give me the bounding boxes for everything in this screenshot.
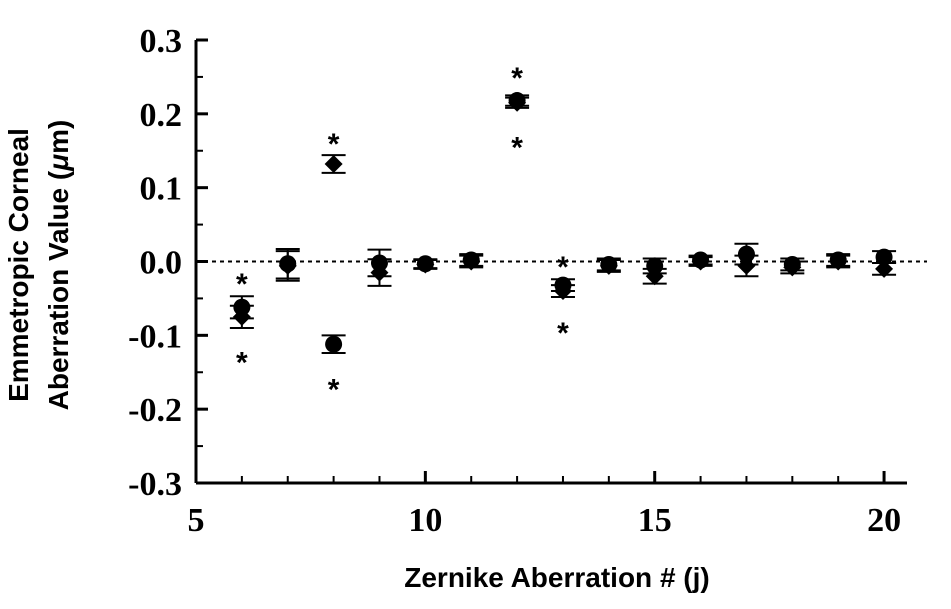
data-marks: * * * * * * * * [229,62,897,407]
circle-data-point [646,257,664,275]
y-tick-label: 0.1 [140,171,183,208]
y-axis-title-line1: Emmetropic Corneal [3,128,34,402]
x-tick-label: 20 [867,502,901,539]
diamond-data-point [416,255,435,274]
y-tick-label: -0.2 [128,392,182,429]
axis-labels: Zernike Aberration # (j) Emmetropic Corn… [3,120,710,593]
circle-data-point [325,335,343,353]
significance-asterisk: * [328,374,340,407]
diamond-data-point [645,267,664,286]
significance-asterisk: * [236,268,248,301]
diamond-data-point [783,258,802,277]
x-tick-label: 5 [188,502,205,539]
diamond-data-point [829,252,848,271]
plot-area: 0.3 0.2 0.1 0.0 -0.1 -0.2 -0.35 10 15 20 [128,23,927,539]
x-tick-label: 15 [638,502,672,539]
y-axis-title-line2: Aberration Value (μm) [43,120,74,411]
y-tick-label: -0.3 [128,466,182,503]
y-tick-label: 0.3 [140,23,183,60]
diamond-data-point [875,259,894,278]
significance-asterisk: * [557,317,569,350]
diamond-data-point [508,93,527,112]
diamond-data-point [278,256,297,275]
diamond-data-point [370,263,389,282]
y-axis-title-mu: μ [43,154,74,172]
significance-asterisk: * [328,128,340,161]
diamond-data-point [462,252,481,271]
y-tick-label: 0.0 [140,245,183,282]
y-tick-label: -0.1 [128,318,182,355]
significance-asterisk: * [236,346,248,379]
significance-asterisk: * [557,251,569,284]
y-axis-title-suffix: m) [43,120,74,154]
y-axis-title-prefix: Aberration Value ( [43,170,74,410]
x-axis-title: Zernike Aberration # (j) [404,562,709,593]
diamond-data-point [737,256,756,275]
y-tick-label: 0.2 [140,97,183,134]
circle-data-point [875,248,893,266]
diamond-data-point [691,252,710,271]
x-tick-label: 10 [408,502,442,539]
significance-asterisk: * [511,131,523,164]
diamond-data-point [324,155,343,174]
circle-data-point [737,245,755,263]
significance-asterisk: * [511,62,523,95]
diamond-data-point [232,307,251,326]
diamond-data-point [599,256,618,275]
diamond-data-point [553,282,572,301]
